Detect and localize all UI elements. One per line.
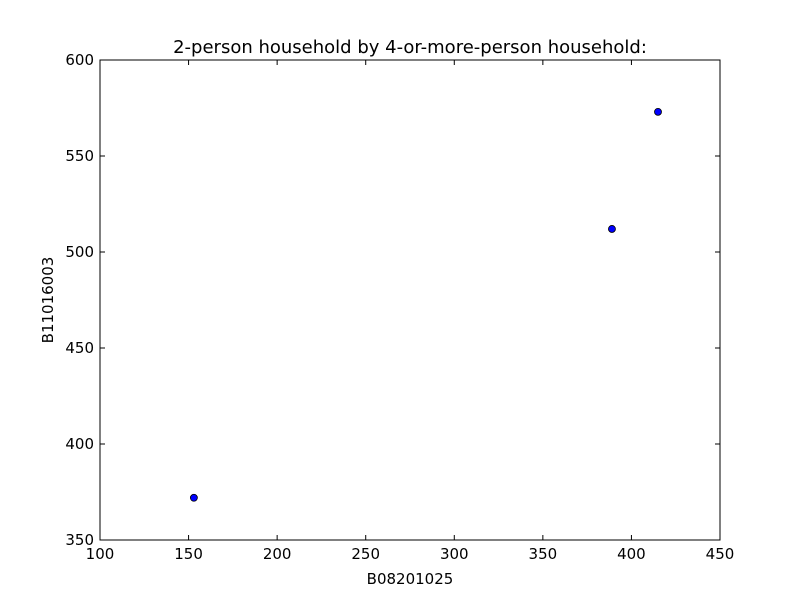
points-layer — [189, 107, 662, 502]
x-tick-label: 150 — [174, 545, 203, 563]
x-tick-label: 350 — [529, 545, 558, 563]
x-tick-label: 100 — [86, 545, 115, 563]
scatter-point — [654, 107, 662, 116]
x-tick-label: 450 — [706, 545, 735, 563]
y-tick-label: 450 — [65, 339, 94, 357]
y-tick-label: 350 — [65, 531, 94, 549]
chart-title: 2-person household by 4-or-more-person h… — [173, 37, 647, 58]
y-tick-label: 550 — [65, 147, 94, 165]
x-axis-label: B08201025 — [367, 570, 454, 588]
y-tick-label: 500 — [65, 243, 94, 261]
scatter-point — [189, 493, 198, 502]
y-tick-label: 600 — [65, 51, 94, 69]
x-tick-label: 200 — [263, 545, 292, 563]
ticks-layer: 100 150 200 250 300 350 400 450 350 400 450 500 550 6… — [65, 51, 734, 563]
y-tick-label: 400 — [65, 435, 94, 453]
scatter-point — [608, 225, 616, 233]
plot-frame — [99, 59, 721, 541]
y-axis-label: B11016003 — [39, 257, 57, 344]
x-tick-label: 300 — [440, 545, 469, 563]
x-tick-label: 250 — [351, 545, 380, 563]
x-tick-label: 400 — [617, 545, 646, 563]
